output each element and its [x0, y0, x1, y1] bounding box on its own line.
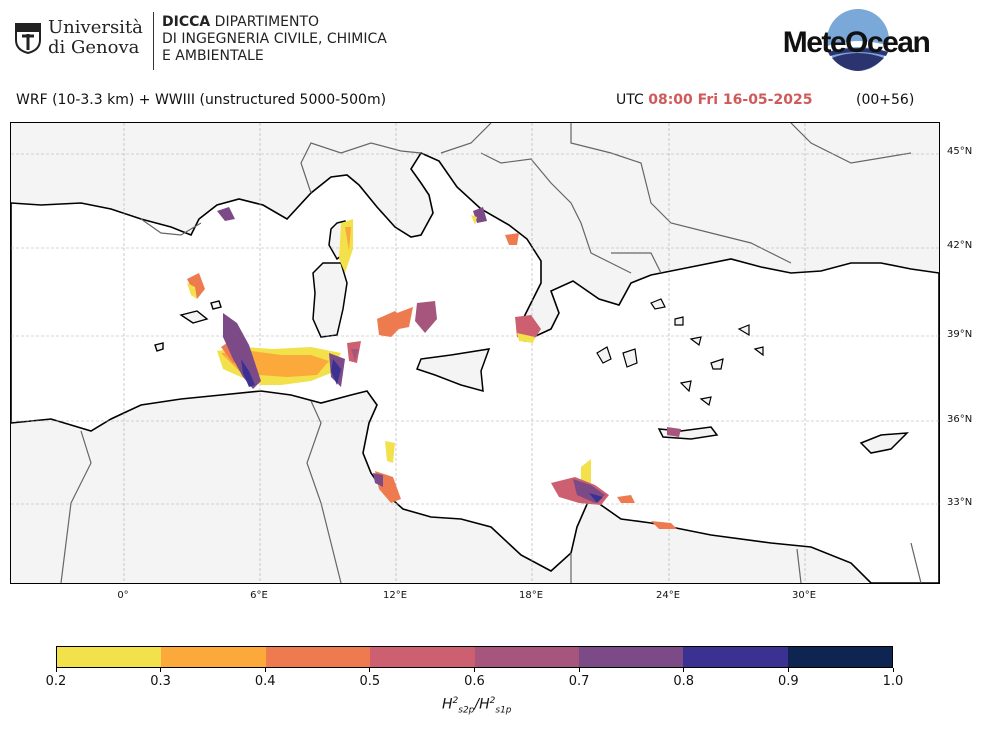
colorbar-tickmark	[578, 668, 580, 672]
balearic-islands	[154, 300, 222, 352]
colorbar-tickmark	[683, 668, 685, 672]
utc-prefix: UTC	[616, 92, 644, 108]
colorbar-tickmark	[474, 668, 475, 672]
department-line2: DI INGEGNERIA CIVILE, CHIMICA	[162, 31, 387, 47]
lon-label: 18°E	[518, 590, 544, 601]
colorbar-label: H2s2p/H2s1p	[442, 696, 512, 716]
valid-time: UTC 08:00 Fri 16-05-2025	[616, 92, 812, 108]
department-name: DICCA DIPARTIMENTO DI INGEGNERIA CIVILE,…	[162, 14, 387, 65]
colorbar-tick-label: 0.5	[359, 674, 381, 689]
map-panel	[10, 122, 940, 584]
header-divider	[153, 12, 154, 70]
aegean-islands	[596, 298, 764, 407]
colorbar-segment	[370, 647, 475, 667]
colorbar-tick-label: 0.7	[568, 674, 590, 689]
colorbar-tick-label: 0.8	[673, 674, 695, 689]
university-name-line2: di Genova	[48, 37, 140, 58]
colorbar-tickmark	[160, 668, 162, 672]
department-line3: E AMBIENTALE	[162, 48, 264, 64]
colorbar-tick-label: 0.3	[150, 674, 171, 689]
lon-label: 30°E	[791, 590, 817, 601]
colorbar-tickmark	[787, 668, 789, 672]
cyprus	[859, 432, 909, 454]
lat-label: 42°N	[947, 240, 973, 251]
country-borders	[60, 122, 922, 584]
lead-time: (00+56)	[856, 92, 915, 108]
university-crest-icon	[15, 23, 41, 54]
lon-label: 6°E	[250, 590, 268, 601]
lat-label: 33°N	[947, 497, 973, 508]
colorbar-tickmark	[892, 668, 894, 672]
colorbar-tick-label: 0.2	[45, 674, 67, 689]
colorbar-segment	[57, 647, 162, 667]
colorbar-tick-label: 0.4	[254, 674, 276, 689]
lat-label: 39°N	[947, 329, 973, 340]
colorbar-tickmark	[264, 668, 266, 672]
lat-label: 45°N	[947, 146, 973, 157]
university-name-line1: Università	[48, 17, 143, 38]
colorbar-segment	[265, 647, 371, 667]
lon-label: 12°E	[382, 590, 408, 601]
utc-time: 08:00 Fri 16-05-2025	[648, 92, 813, 108]
lat-label: 36°N	[947, 414, 973, 425]
university-name: Università di Genova	[48, 18, 143, 58]
map-canvas	[10, 122, 940, 584]
colorbar-tick-label: 0.6	[464, 674, 485, 689]
department-line1: DIPARTIMENTO	[210, 14, 320, 30]
colorbar-tick-label: 1.0	[882, 674, 904, 689]
lon-label: 24°E	[655, 590, 681, 601]
meteocean-logo-icon: MeteOcean	[783, 9, 931, 71]
university-logo: Università di Genova	[14, 12, 154, 72]
lon-label: 0°	[117, 590, 129, 601]
colorbar-tickmark	[369, 668, 371, 672]
colorbar-segment	[683, 647, 788, 667]
swell-ratio-field	[187, 207, 681, 529]
meteocean-logo: MeteOcean	[772, 8, 942, 78]
sicily	[416, 348, 491, 393]
colorbar-segment	[787, 647, 892, 667]
colorbar-segment	[474, 647, 579, 667]
colorbar-tickmark	[55, 668, 57, 672]
meteocean-brand-text: MeteOcean	[783, 26, 930, 59]
colorbar-tick-label: 0.9	[778, 674, 799, 689]
run-title: WRF (10-3.3 km) + WWIII (unstructured 50…	[16, 92, 387, 108]
department-acronym: DICCA	[162, 14, 211, 30]
colorbar-segment	[578, 647, 684, 667]
colorbar-segment	[161, 647, 266, 667]
colorbar	[56, 646, 893, 668]
